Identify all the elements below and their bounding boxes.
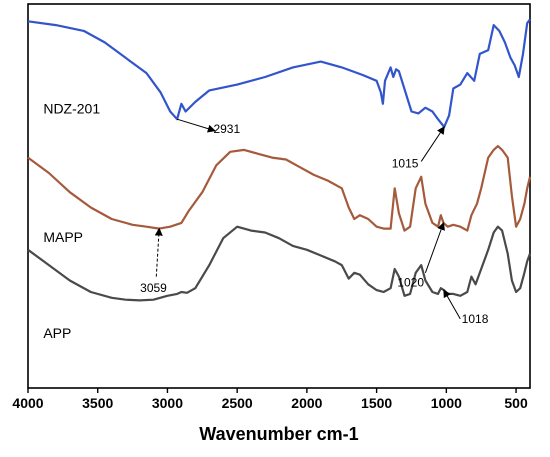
annotation-label: 3059 xyxy=(140,281,167,295)
x-tick-label: 2000 xyxy=(291,395,322,411)
x-axis-title: Wavenumber cm-1 xyxy=(199,424,358,444)
plot-frame xyxy=(27,3,531,389)
annotation-arrow xyxy=(176,118,216,133)
x-tick-label: 1000 xyxy=(431,395,462,411)
series-layer: NDZ-201 MAPP APP xyxy=(27,18,532,341)
x-tick-label: 3500 xyxy=(82,395,113,411)
series-line-ndz-201 xyxy=(27,18,531,128)
series-line-app xyxy=(27,225,532,302)
series-name-label: NDZ-201 xyxy=(43,100,100,116)
series-line-mapp xyxy=(27,145,532,232)
annotation-label: 1018 xyxy=(462,312,489,326)
annotation-label: 1015 xyxy=(392,156,419,170)
x-tick-label: 500 xyxy=(504,395,528,411)
annotation-arrow xyxy=(424,221,445,273)
x-tick-label: 1500 xyxy=(361,395,392,411)
annotation-layer: 2931 1015 3059 1020 1018 xyxy=(140,118,489,326)
series-name-label: APP xyxy=(43,325,71,341)
x-tick-label: 2500 xyxy=(222,395,253,411)
annotation-label: 2931 xyxy=(213,122,240,136)
x-tick-label: 3000 xyxy=(152,395,183,411)
annotation-label: 1020 xyxy=(397,275,424,289)
annotation-arrow xyxy=(154,227,163,277)
annotation-arrow xyxy=(443,289,461,320)
annotation-arrow xyxy=(420,126,445,162)
series-name-label: MAPP xyxy=(43,229,83,245)
x-axis: 4000 3500 3000 2500 2000 1500 1000 500 xyxy=(12,388,528,411)
x-tick-label: 4000 xyxy=(12,395,43,411)
